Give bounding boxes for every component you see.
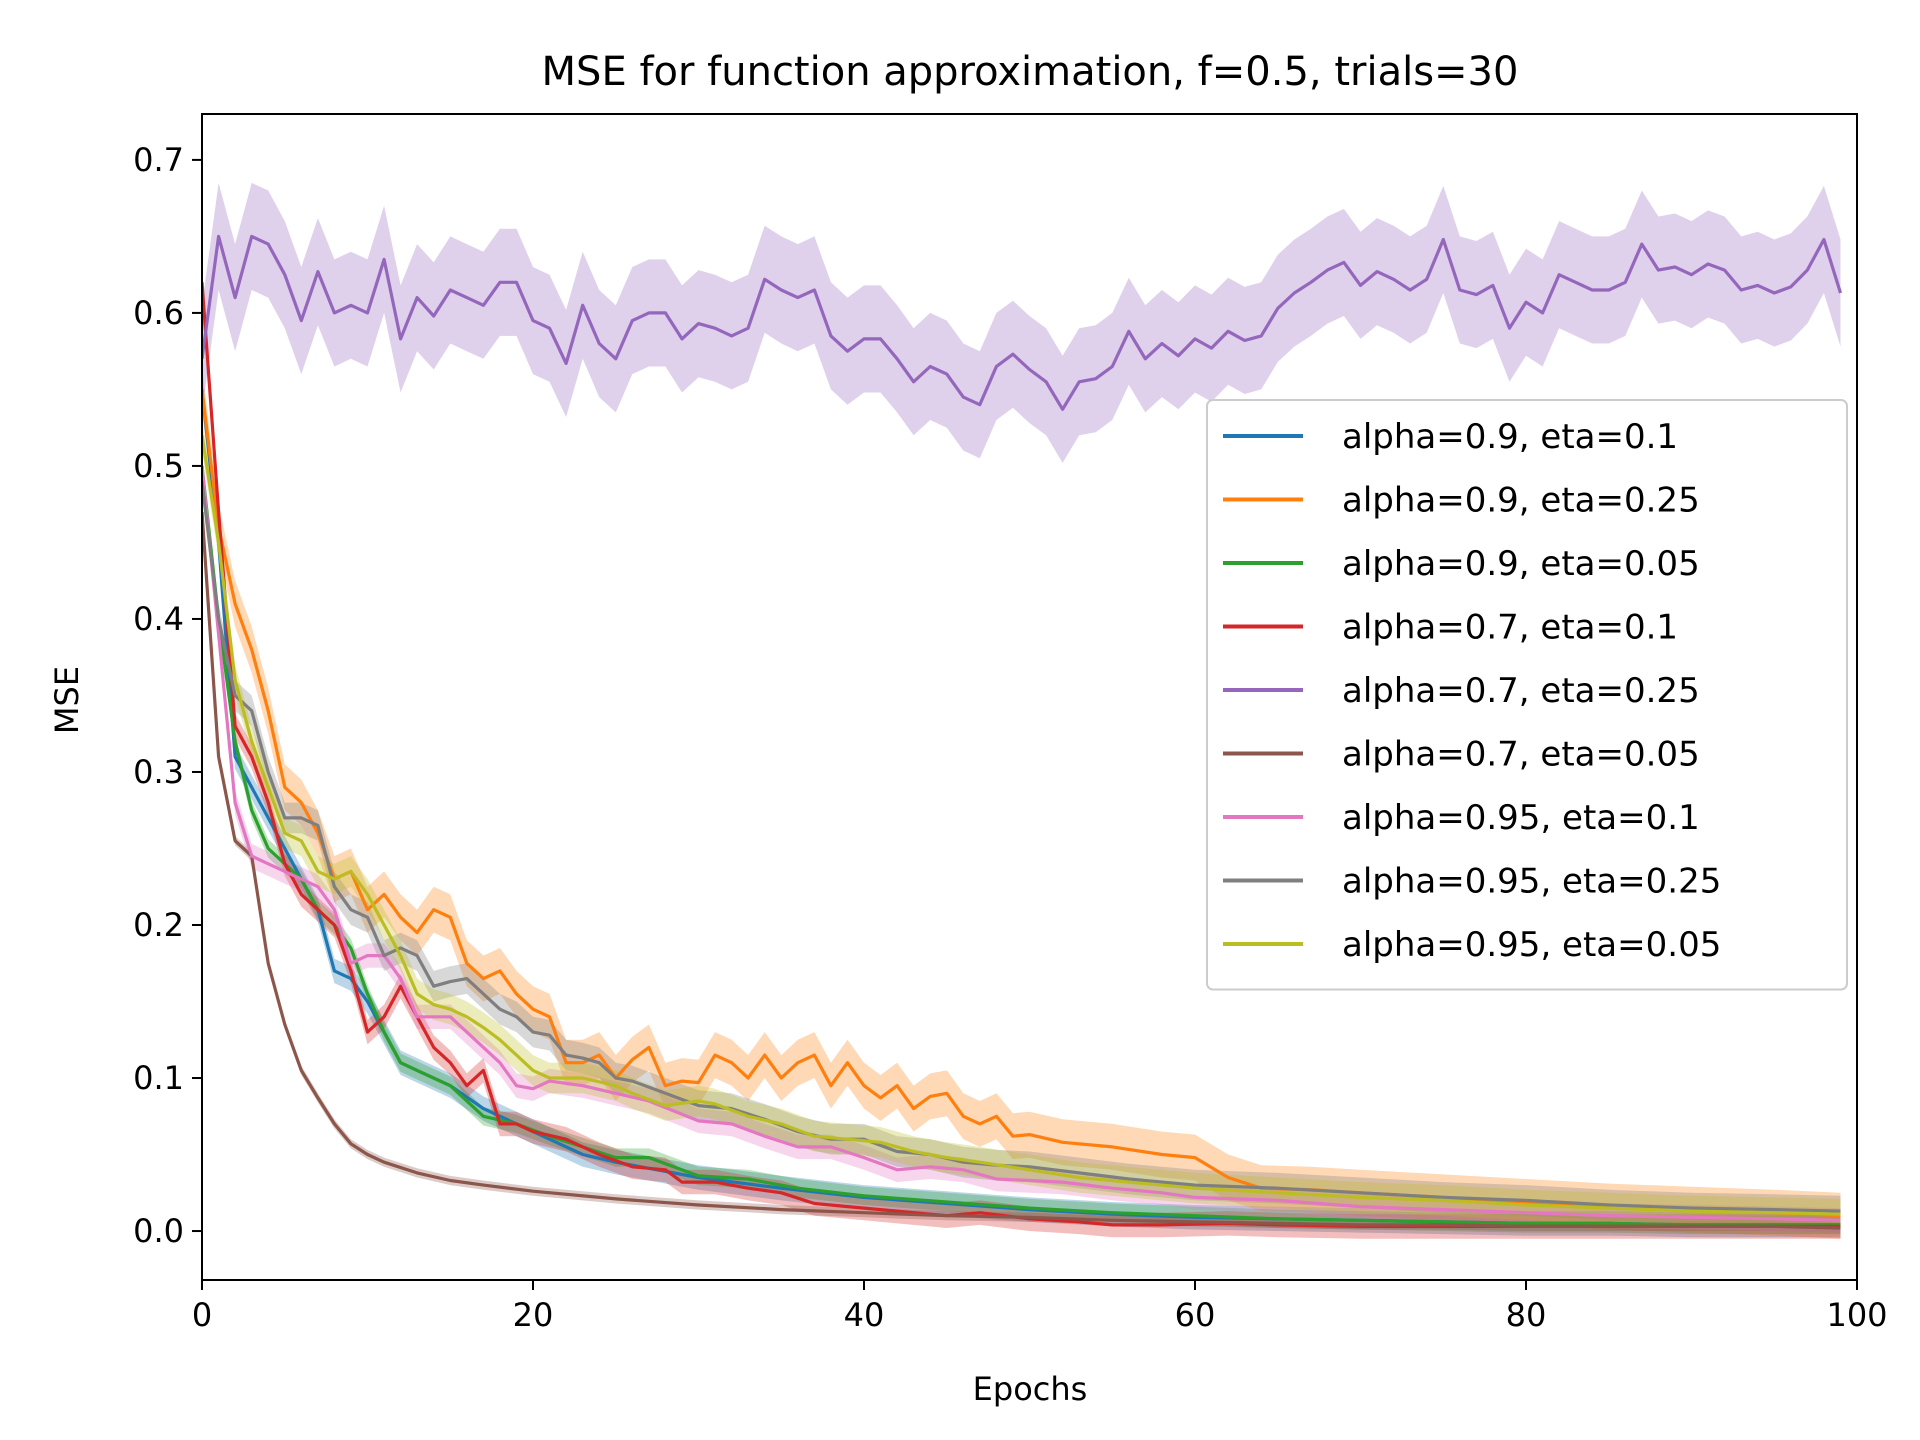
legend-label-1: alpha=0.9, eta=0.25 (1342, 481, 1700, 521)
legend-label-5: alpha=0.7, eta=0.05 (1342, 735, 1700, 775)
y-tick-label: 0.2 (133, 906, 184, 944)
series-line-8 (202, 435, 1841, 1216)
series-line-5 (202, 511, 1841, 1230)
x-tick-label: 100 (1826, 1296, 1887, 1334)
legend-label-2: alpha=0.9, eta=0.05 (1342, 544, 1700, 584)
x-tick-label: 80 (1506, 1296, 1547, 1334)
y-tick-label: 0.5 (133, 447, 184, 485)
y-tick-label: 0.6 (133, 294, 184, 332)
axis-ticks: 0 20 40 60 80 100 0.0 0.1 0.2 0.3 0.4 0.5 0.6 0.7 (133, 141, 1887, 1334)
x-tick-label: 0 (192, 1296, 212, 1334)
legend-label-4: alpha=0.7, eta=0.25 (1342, 671, 1700, 711)
legend-label-3: alpha=0.7, eta=0.1 (1342, 608, 1678, 648)
y-tick-label: 0.4 (133, 600, 184, 638)
x-tick-label: 60 (1175, 1296, 1216, 1334)
x-tick-label: 40 (844, 1296, 885, 1334)
series-line-4 (202, 234, 1843, 411)
legend: alpha=0.9, eta=0.1 alpha=0.9, eta=0.25 alp… (1206, 399, 1848, 991)
legend-label-8: alpha=0.95, eta=0.05 (1342, 925, 1721, 965)
legend-label-7: alpha=0.95, eta=0.25 (1342, 862, 1721, 902)
legend-label-6: alpha=0.95, eta=0.1 (1342, 798, 1700, 838)
y-tick-label: 0.0 (133, 1212, 184, 1250)
series-band-4 (202, 182, 1841, 463)
plot-frame (201, 113, 1858, 1281)
legend-label-0: alpha=0.9, eta=0.1 (1342, 417, 1678, 457)
series-line-1 (202, 389, 1841, 1218)
series-line-6 (202, 465, 1841, 1222)
plot-area (202, 182, 1843, 1239)
y-tick-label: 0.1 (133, 1059, 184, 1097)
chart-title: MSE for function approximation, f=0.5, t… (542, 49, 1519, 95)
series-line-7 (202, 481, 1841, 1213)
x-axis-label: Epochs (973, 1370, 1088, 1408)
y-tick-label: 0.3 (133, 753, 184, 791)
y-axis-label: MSE (48, 666, 86, 734)
y-tick-label: 0.7 (133, 141, 184, 179)
x-tick-label: 20 (513, 1296, 554, 1334)
legend-box (1206, 399, 1848, 991)
